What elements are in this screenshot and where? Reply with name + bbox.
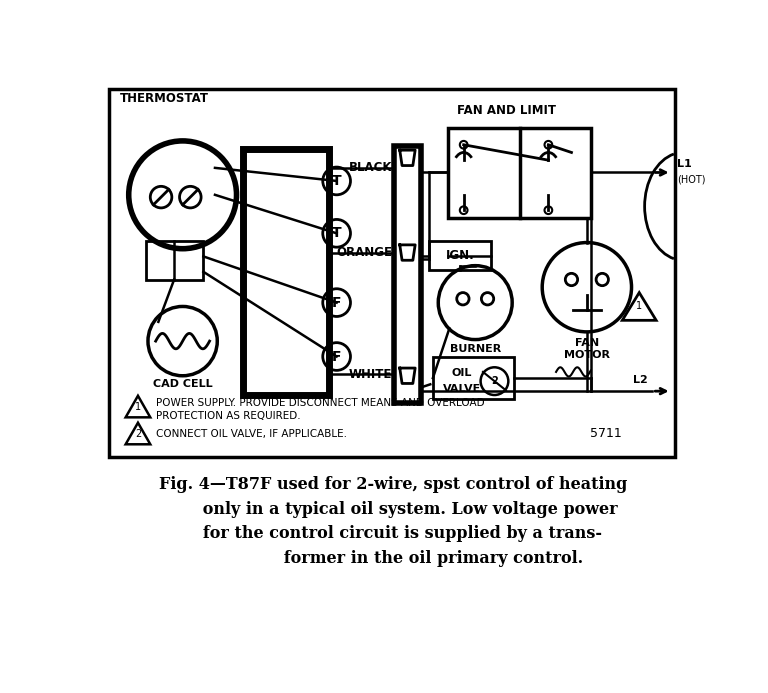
Text: FAN AND LIMIT: FAN AND LIMIT	[456, 104, 555, 117]
Text: 5711: 5711	[591, 427, 622, 440]
Text: 2: 2	[491, 376, 498, 386]
Text: OIL: OIL	[452, 369, 472, 378]
Text: BURNER: BURNER	[449, 344, 501, 354]
Text: WHITE: WHITE	[349, 368, 392, 380]
Text: FAN: FAN	[574, 338, 599, 349]
Text: Fig. 4—T87F used for 2-wire, spst control of heating
      only in a typical oil: Fig. 4—T87F used for 2-wire, spst contro…	[160, 476, 627, 568]
Bar	[110, 89, 675, 457]
Text: BLACK: BLACK	[349, 161, 392, 175]
Text: PROTECTION AS REQUIRED.: PROTECTION AS REQUIRED.	[156, 411, 300, 421]
Text: 1: 1	[636, 301, 642, 311]
Text: (HOT): (HOT)	[677, 175, 706, 184]
Text: T: T	[332, 227, 342, 240]
Text: 1: 1	[135, 401, 141, 412]
Bar	[243, 148, 329, 395]
Text: CONNECT OIL VALVE, IF APPLICABLE.: CONNECT OIL VALVE, IF APPLICABLE.	[156, 428, 346, 439]
Text: T: T	[332, 174, 342, 188]
Bar	[449, 128, 591, 218]
Text: CAD CELL: CAD CELL	[153, 379, 213, 389]
Text: POWER SUPPLY. PROVIDE DISCONNECT MEANS AND OVERLOAD: POWER SUPPLY. PROVIDE DISCONNECT MEANS A…	[156, 398, 485, 407]
Bar	[395, 146, 422, 403]
Text: ORANGE: ORANGE	[336, 246, 392, 259]
Text: THERMOSTAT: THERMOSTAT	[120, 91, 208, 105]
Text: L2: L2	[633, 375, 648, 385]
Text: VALVE: VALVE	[443, 384, 482, 394]
Text: L1: L1	[677, 159, 692, 169]
Bar	[146, 241, 204, 279]
Text: F: F	[332, 349, 341, 364]
Text: IGN.: IGN.	[445, 249, 474, 262]
Text: F: F	[332, 296, 341, 310]
Text: 2: 2	[135, 428, 141, 439]
Bar	[433, 356, 514, 399]
Text: MOTOR: MOTOR	[564, 350, 610, 360]
Bar	[429, 241, 491, 270]
